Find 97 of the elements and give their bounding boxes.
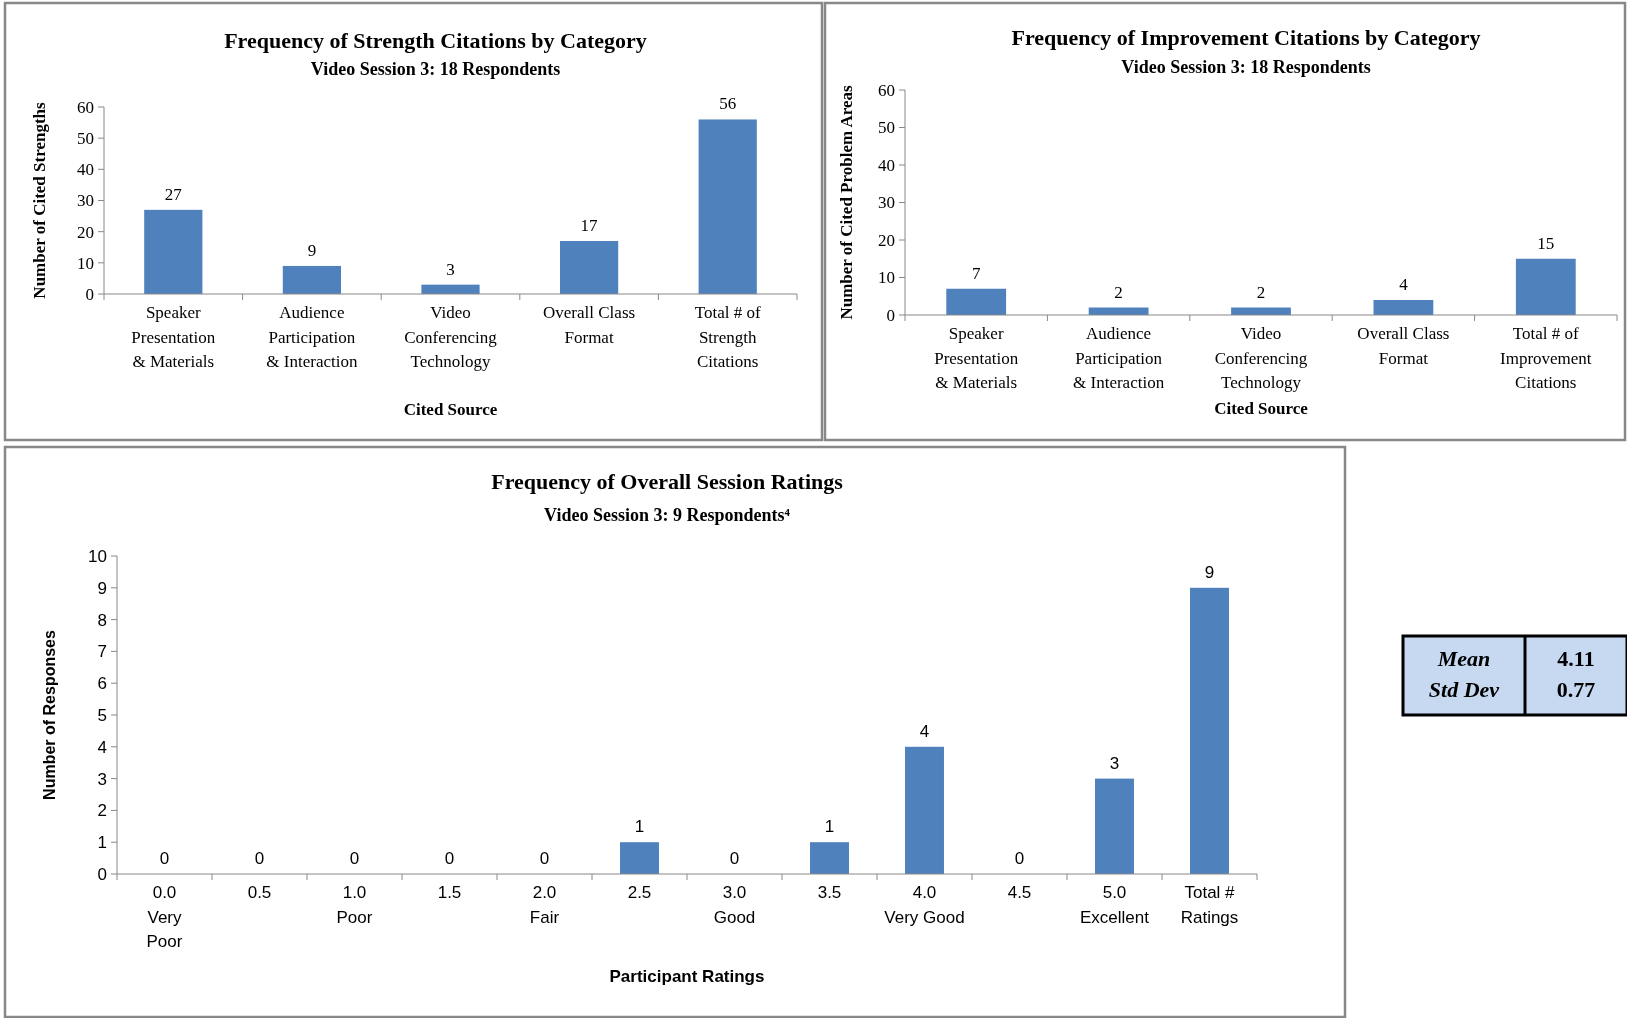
data-label: 0 <box>539 849 550 868</box>
data-label: 0 <box>349 849 360 868</box>
bar <box>1190 587 1229 874</box>
x-tick-label: Audience Participation & Interaction <box>266 303 358 372</box>
data-label: 9 <box>1204 562 1215 582</box>
bar <box>1373 300 1434 315</box>
data-label: 4 <box>919 721 930 741</box>
data-label: 17 <box>580 216 599 236</box>
chart-title: Frequency of Overall Session Ratings <box>491 469 844 494</box>
x-tick-label: Audience Participation & Interaction <box>1073 324 1165 393</box>
x-tick-label: 4.0 Very Good <box>884 883 965 927</box>
x-tick-label: 5.0 Excellent <box>1080 883 1150 927</box>
x-tick-label: 2.5 <box>627 883 652 902</box>
x-axis-title: Cited Source <box>1214 399 1309 418</box>
y-tick-label: 1 <box>97 833 107 853</box>
y-tick-label: 6 <box>97 674 107 694</box>
y-tick-label: 9 <box>97 578 107 598</box>
y-tick-label: 60 <box>77 97 94 117</box>
data-label: 0 <box>444 849 455 868</box>
data-label: 3 <box>1109 753 1120 773</box>
y-tick-label: 60 <box>878 80 895 100</box>
data-label: 4 <box>1399 275 1409 294</box>
data-label: 0 <box>159 849 170 868</box>
bar <box>144 209 203 294</box>
data-label: 9 <box>307 240 317 260</box>
bar <box>282 265 342 294</box>
chart-subtitle: Video Session 3: 9 Respondents⁴ <box>544 505 791 525</box>
data-label: 1 <box>634 817 645 837</box>
y-tick-label: 40 <box>77 160 94 180</box>
y-tick-label: 20 <box>77 222 94 242</box>
y-tick-label: 8 <box>97 610 107 630</box>
text: 0.77 <box>1556 677 1596 702</box>
x-tick-label: Speaker Presentation & Materials <box>131 303 216 372</box>
x-tick-label: Total # Ratings <box>1180 883 1239 927</box>
data-label: 2 <box>1256 282 1266 302</box>
y-tick-label: 20 <box>878 230 895 250</box>
x-tick-label: 3.5 <box>817 883 842 902</box>
y-tick-label: 0 <box>886 305 895 325</box>
bar <box>1095 778 1134 874</box>
y-tick-label: 0 <box>97 864 107 884</box>
x-tick-label: 1.5 <box>437 883 462 902</box>
x-tick-label: Video Conferencing Technology <box>404 303 498 372</box>
data-label: 0 <box>254 849 265 868</box>
x-tick-label: 0.0 Very Poor <box>146 883 183 952</box>
x-tick-label: Total # of Improvement Citations <box>1500 324 1592 393</box>
y-tick-label: 7 <box>97 642 107 662</box>
bar <box>698 119 757 294</box>
y-tick-label: 10 <box>77 253 94 273</box>
x-axis-title: Participant Ratings <box>609 967 765 986</box>
y-tick-label: 30 <box>878 193 895 213</box>
bar <box>810 842 849 874</box>
y-tick-label: 3 <box>97 769 107 789</box>
y-tick-label: 4 <box>97 737 107 757</box>
y-tick-label: 2 <box>97 801 107 821</box>
chart-subtitle: Video Session 3: 18 Respondents <box>310 59 561 79</box>
text: 4.11 <box>1557 646 1595 671</box>
data-label: 27 <box>164 184 183 204</box>
y-tick-label: 30 <box>77 191 94 211</box>
x-axis-title: Cited Source <box>403 400 498 419</box>
data-label: 56 <box>719 94 737 114</box>
y-tick-label: 10 <box>88 546 107 566</box>
text: Mean <box>1436 646 1491 671</box>
y-tick-label: 0 <box>85 284 94 304</box>
x-tick-label: Overall Class Format <box>543 303 636 347</box>
data-label: 15 <box>1537 233 1555 253</box>
x-tick-label: 2.0 Fair <box>529 883 560 927</box>
chart-title: Frequency of Improvement Citations by Category <box>1011 25 1481 50</box>
x-tick-label: 3.0 Good <box>713 883 756 927</box>
data-label: 2 <box>1114 282 1123 302</box>
y-tick-label: 50 <box>878 118 895 138</box>
y-tick-label: 40 <box>878 155 895 175</box>
data-label: 0 <box>1014 849 1025 868</box>
chart-title: Frequency of Strength Citations by Category <box>224 28 647 53</box>
y-tick-label: 10 <box>878 268 895 288</box>
x-tick-label: Total # of Strength Citations <box>694 303 761 372</box>
x-tick-label: Speaker Presentation & Materials <box>934 324 1019 393</box>
y-axis-title: Number of Cited Strengths <box>30 101 49 299</box>
x-tick-label: Video Conferencing Technology <box>1214 324 1308 393</box>
text: Std Dev <box>1428 677 1500 702</box>
bar <box>905 746 944 874</box>
x-tick-label: Overall Class Format <box>1357 324 1450 368</box>
x-tick-label: 4.5 <box>1007 883 1032 902</box>
y-axis-title: Number of Cited Problem Areas <box>837 85 856 320</box>
data-label: 1 <box>824 817 835 837</box>
bar <box>620 842 659 874</box>
x-tick-label: 1.0 Poor <box>336 883 373 927</box>
x-tick-label: 0.5 <box>247 883 272 902</box>
bar <box>1515 258 1576 315</box>
chart-subtitle: Video Session 3: 18 Respondents <box>1121 57 1371 77</box>
bar <box>946 288 1007 315</box>
bar <box>559 241 619 294</box>
data-label: 3 <box>446 259 455 279</box>
y-tick-label: 50 <box>77 129 94 149</box>
y-axis-title: Number of Responses <box>41 629 58 800</box>
data-label: 7 <box>971 263 981 283</box>
data-label: 0 <box>729 849 740 868</box>
y-tick-label: 5 <box>97 705 107 725</box>
